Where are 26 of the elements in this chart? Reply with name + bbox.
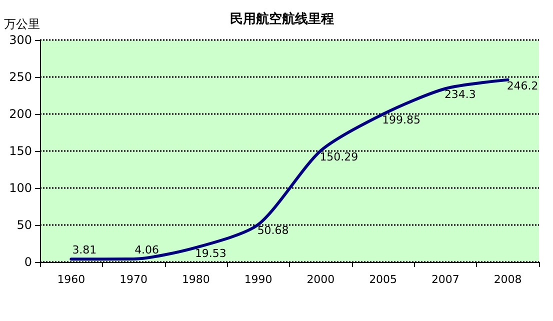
y-tick-label: 50 (16, 218, 32, 232)
y-tick-label: 300 (9, 33, 32, 47)
x-tick-label: 2005 (369, 273, 398, 286)
data-label: 234.3 (444, 88, 476, 102)
y-tick-label: 200 (9, 107, 32, 121)
data-label: 50.68 (257, 224, 289, 237)
data-label: 4.06 (134, 243, 160, 256)
x-tick-label: 1990 (244, 273, 272, 286)
x-tick-label: 2007 (431, 273, 460, 286)
data-label: 19.53 (194, 247, 226, 260)
data-label: 150.29 (320, 150, 358, 164)
y-tick-label: 150 (9, 144, 32, 158)
x-tick-label: 1960 (57, 273, 86, 286)
chart-title: 民用航空航线里程 (230, 11, 334, 27)
x-tick-label: 2000 (306, 273, 335, 286)
x-tick-label: 1980 (182, 273, 210, 286)
y-tick-label: 0 (24, 255, 32, 269)
y-tick-label: 100 (9, 181, 32, 195)
data-label: 199.85 (382, 114, 421, 127)
x-tick-label: 1970 (120, 273, 148, 286)
data-label: 3.81 (72, 244, 97, 257)
y-axis-title: 万公里 (4, 17, 40, 31)
data-label: 246.2 (506, 79, 538, 92)
y-tick-label: 250 (9, 70, 32, 84)
line-series (70, 78, 510, 261)
x-tick-label: 2008 (494, 273, 522, 286)
